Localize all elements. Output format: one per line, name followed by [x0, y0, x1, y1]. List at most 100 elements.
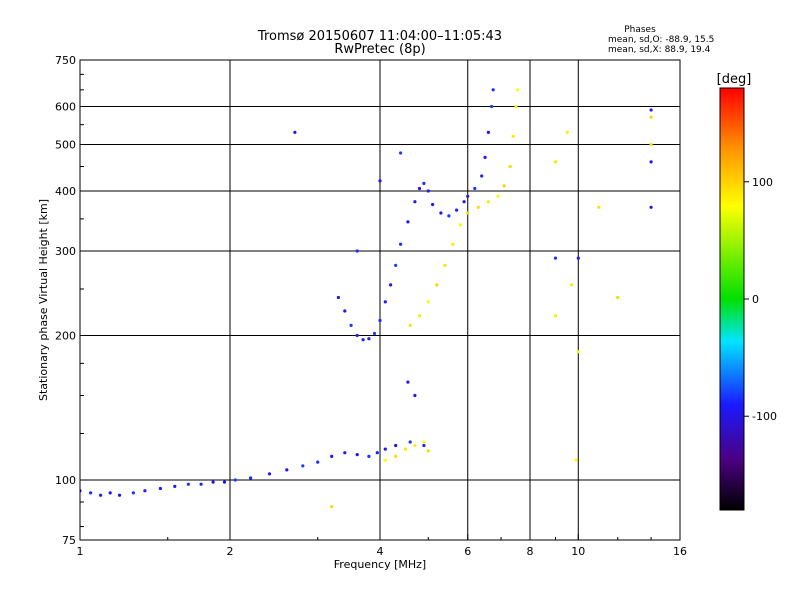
x-tick-label: 16 — [673, 545, 687, 558]
y-tick-label: 200 — [55, 330, 76, 343]
y-tick-label: 400 — [55, 185, 76, 198]
o-mode-point — [466, 194, 470, 198]
x-tick-label: 8 — [527, 545, 534, 558]
o-mode-point — [355, 249, 359, 253]
x-mode-point — [466, 211, 470, 215]
o-mode-point — [343, 451, 347, 455]
x-mode-point — [576, 350, 580, 354]
o-mode-point — [211, 480, 215, 484]
o-mode-point — [108, 491, 112, 495]
x-mode-point — [408, 323, 412, 327]
x-mode-point — [403, 447, 408, 451]
o-mode-point — [131, 491, 135, 495]
o-mode-point — [186, 482, 190, 486]
x-mode-point — [422, 440, 426, 444]
o-mode-point — [439, 211, 443, 215]
o-mode-point — [417, 186, 422, 191]
x-mode-point — [435, 283, 439, 287]
x-mode-point — [649, 142, 653, 147]
o-mode-point — [389, 283, 393, 287]
x-mode-point — [417, 314, 422, 318]
o-mode-point — [408, 440, 412, 444]
o-mode-point — [355, 333, 359, 338]
x-mode-point — [451, 242, 455, 246]
y-tick-label: 300 — [55, 245, 76, 258]
o-mode-point — [267, 472, 272, 476]
o-mode-point — [117, 493, 122, 497]
o-mode-point — [576, 256, 580, 260]
o-mode-point — [455, 208, 459, 212]
x-tick-label: 6 — [464, 545, 471, 558]
o-mode-point — [199, 482, 203, 486]
o-mode-point — [462, 200, 466, 204]
colorbar-tick-label: -100 — [752, 410, 777, 423]
o-mode-point — [480, 174, 484, 178]
colorbar-tick-label: 100 — [752, 176, 773, 189]
x-mode-point — [458, 223, 462, 227]
x-mode-point — [476, 205, 480, 209]
data-points — [80, 88, 653, 509]
o-mode-point — [375, 451, 379, 455]
o-mode-point — [378, 318, 382, 323]
x-mode-point — [514, 104, 518, 109]
o-mode-point — [399, 242, 403, 246]
o-mode-point — [483, 155, 487, 159]
x-mode-point — [574, 458, 578, 462]
o-mode-point — [406, 220, 410, 224]
x-mode-point — [570, 283, 574, 287]
phases-title: Phases — [624, 25, 656, 35]
o-mode-point — [491, 88, 495, 92]
o-mode-point — [316, 460, 320, 464]
y-tick-label: 100 — [55, 474, 76, 487]
o-mode-point — [158, 486, 162, 491]
y-tick-label: 750 — [55, 54, 76, 67]
x-mode-point — [426, 449, 430, 453]
y-tick-label: 600 — [55, 101, 76, 114]
o-mode-point — [372, 331, 377, 336]
o-mode-point — [249, 476, 253, 480]
o-mode-point — [473, 186, 477, 191]
o-mode-point — [399, 151, 403, 155]
x-mode-point — [486, 200, 490, 204]
chart-subtitle: RwPretec (8p) — [334, 42, 425, 57]
o-mode-point — [367, 454, 371, 458]
x-mode-point — [649, 115, 653, 119]
x-mode-point — [515, 88, 520, 92]
x-mode-point — [443, 263, 447, 267]
x-mode-point — [508, 164, 512, 169]
o-mode-point — [394, 443, 398, 448]
o-mode-point — [99, 493, 103, 497]
x-tick-label: 4 — [377, 545, 384, 558]
o-mode-point — [301, 464, 305, 468]
x-mode-point — [383, 458, 387, 462]
x-mode-point — [553, 314, 558, 318]
o-mode-point — [355, 453, 359, 457]
x-tick-label: 1 — [77, 545, 84, 558]
o-mode-point — [293, 130, 297, 134]
o-mode-point — [413, 200, 417, 204]
x-mode-point — [426, 300, 430, 304]
y-tick-label: 500 — [55, 139, 76, 152]
o-mode-point — [649, 160, 653, 164]
colorbar-tick-label: 0 — [752, 293, 759, 306]
o-mode-point — [233, 478, 237, 482]
o-mode-point — [89, 491, 93, 495]
y-axis-label: Stationary phase Virtual Height [km] — [37, 199, 50, 401]
o-mode-point — [649, 205, 653, 209]
o-mode-point — [378, 179, 382, 183]
x-mode-point — [597, 205, 601, 209]
o-mode-point — [426, 189, 430, 193]
x-tick-label: 10 — [571, 545, 585, 558]
x-mode-point — [616, 295, 620, 300]
o-mode-point — [422, 443, 426, 448]
colorbar — [720, 88, 744, 510]
x-mode-point — [330, 505, 334, 509]
o-mode-point — [553, 256, 558, 260]
o-mode-point — [336, 295, 340, 300]
y-tick-label: 75 — [62, 534, 76, 547]
o-mode-point — [383, 447, 387, 451]
x-tick-label: 2 — [227, 545, 234, 558]
o-mode-point — [406, 380, 410, 384]
